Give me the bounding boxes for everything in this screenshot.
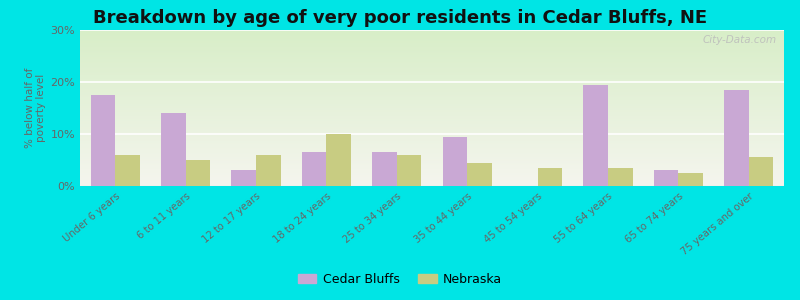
Bar [583,85,608,186]
Bar [231,170,256,186]
Y-axis label: % below half of
poverty level: % below half of poverty level [25,68,46,148]
Bar [90,95,115,186]
Bar [608,168,633,186]
Bar [115,155,140,186]
Bar [654,170,678,186]
Bar [186,160,210,186]
Bar [372,152,397,186]
Bar [724,90,749,186]
Bar [256,155,281,186]
Bar [538,168,562,186]
Bar [161,113,186,186]
Bar [749,158,774,186]
Text: City-Data.com: City-Data.com [703,35,777,45]
Bar [397,155,422,186]
Legend: Cedar Bluffs, Nebraska: Cedar Bluffs, Nebraska [293,268,507,291]
Bar [678,173,703,186]
Bar [442,136,467,186]
Text: Breakdown by age of very poor residents in Cedar Bluffs, NE: Breakdown by age of very poor residents … [93,9,707,27]
Bar [326,134,351,186]
Bar [467,163,492,186]
Bar [302,152,326,186]
